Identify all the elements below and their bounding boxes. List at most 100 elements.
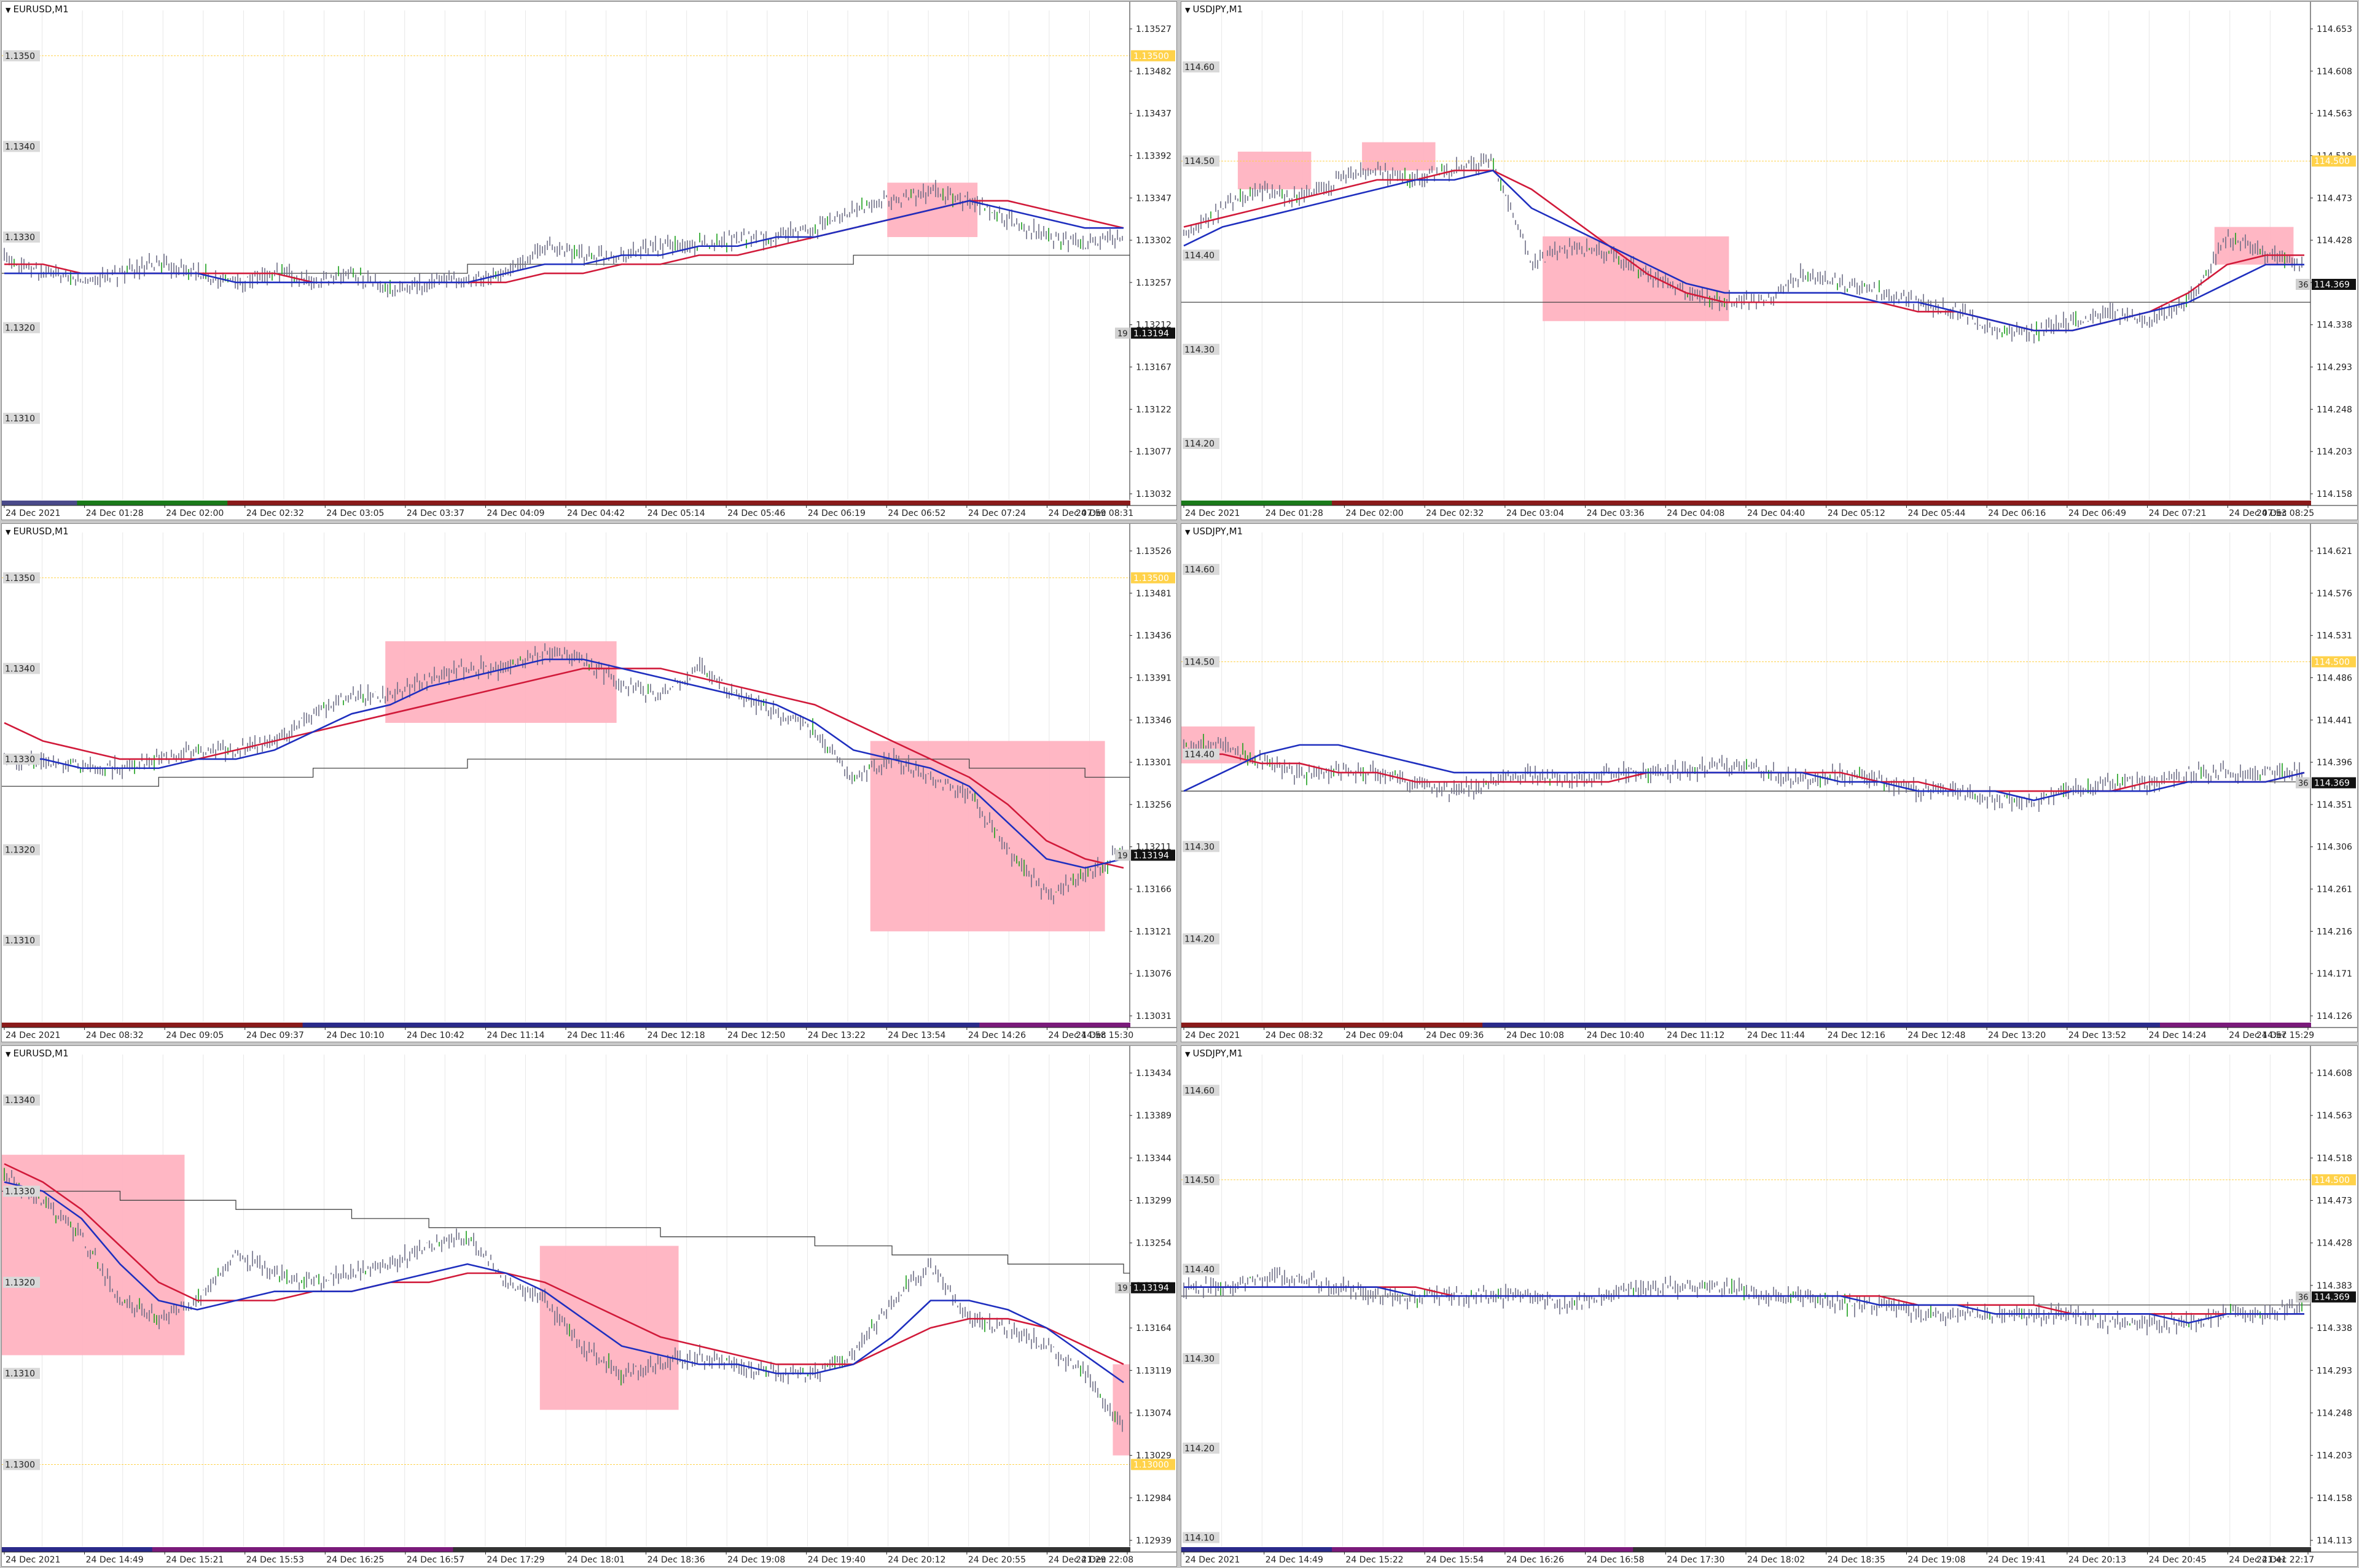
chart-canvas[interactable]: 114.608 114.563 114.518 114.473 114.428 114.3… (1181, 1046, 2357, 1566)
chart-canvas[interactable]: 1.13527 1.13482 1.13437 1.13392 1.13347 1.133… (2, 2, 1176, 520)
highlight-zone[interactable] (1113, 1364, 1130, 1456)
moving-average-slow[interactable] (4, 1163, 1124, 1365)
chart-canvas[interactable]: 1.13526 1.13481 1.13436 1.13391 1.13346 1.133… (2, 524, 1176, 1042)
time-axis[interactable]: 24 Dec 2021 24 Dec 01:28 24 Dec 02:00 24 De… (4, 505, 1133, 518)
session-segment (2, 501, 78, 505)
chart-panel-usdjpy-1[interactable]: 114.653114.608114.563114.518114.473114.4… (1181, 1, 2358, 520)
collapse-arrow-icon[interactable]: ▼ (6, 528, 11, 536)
session-segment (152, 501, 229, 505)
highlight-zone[interactable] (539, 1246, 679, 1410)
session-segment (1407, 501, 1484, 505)
price-tick-label: 1.13434 (1136, 1069, 1172, 1078)
chart-canvas[interactable]: 1.13434 1.13389 1.13344 1.13299 1.13254 1.132… (2, 1046, 1176, 1566)
price-axis[interactable]: 114.608 114.563 114.518 114.473 114.428 114.3… (2310, 1069, 2352, 1546)
time-tick-label: 24 Dec 05:44 (1907, 509, 1965, 518)
bid-prefix: 19 (1117, 329, 1128, 338)
session-segment (77, 1547, 153, 1552)
session-segment (1708, 1547, 1785, 1552)
collapse-arrow-icon[interactable]: ▼ (1185, 528, 1191, 536)
session-segment (453, 1547, 529, 1552)
bid-prefix: 36 (2298, 779, 2309, 789)
time-tick-label: 24 Dec 14:26 (968, 1031, 1026, 1040)
level-label-bg (1183, 933, 1219, 945)
time-tick-label: 24 Dec 10:10 (326, 1031, 384, 1040)
price-tick-label: 1.13391 (1136, 673, 1172, 683)
collapse-arrow-icon[interactable]: ▼ (1185, 1050, 1191, 1058)
chart-panel-eurusd-3[interactable]: 1.13434 1.13389 1.13344 1.13299 1.13254 1.132… (1, 1045, 1177, 1567)
chart-canvas[interactable]: 114.621 114.576 114.531 114.486 114.441 114.3… (1181, 524, 2357, 1042)
highlight-zone[interactable] (1543, 236, 1729, 321)
time-tick-label: 24 Dec 07:53 (2229, 509, 2287, 518)
session-bar (2, 1547, 1130, 1552)
session-segment (1633, 1023, 1709, 1028)
level-label: 1.1340 (5, 142, 35, 152)
chart-title: ▼ EURUSD,M1 (6, 1048, 69, 1059)
moving-average-slow[interactable] (1183, 170, 2304, 332)
price-axis[interactable]: 1.13527 1.13482 1.13437 1.13392 1.13347 1.133… (1130, 25, 1172, 499)
price-axis[interactable]: 1.134341.133891.133441.132991.132541.132… (1130, 1069, 1172, 1546)
price-axis[interactable]: 1.13526 1.13481 1.13436 1.13391 1.13346 1.133… (1130, 547, 1172, 1021)
highlight-zone[interactable] (1237, 151, 1312, 190)
price-tick-label: 1.13074 (1136, 1408, 1172, 1418)
chart-panel-eurusd-2[interactable]: 1.13526 1.13481 1.13436 1.13391 1.13346 1.133… (1, 523, 1177, 1042)
price-tick-label: 1.13389 (1136, 1111, 1172, 1121)
time-tick-label: 24 Dec 19:41 (1988, 1555, 2046, 1565)
time-axis[interactable]: 24 Dec 2021 24 Dec 01:28 24 Dec 02:00 24 De… (1183, 505, 2314, 518)
time-tick-label: 24 Dec 06:16 (1988, 509, 2046, 518)
price-tick-label: 114.653 (2317, 25, 2352, 34)
price-tick-label: 114.486 (2317, 673, 2352, 683)
highlight-zone[interactable] (2214, 227, 2294, 265)
session-segment (678, 1547, 754, 1552)
time-tick-label: 24 Dec 03:04 (1506, 509, 1564, 518)
time-tick-label: 24 Dec 18:01 (567, 1555, 625, 1565)
time-axis[interactable]: 24 Dec 2021 24 Dec 14:49 24 Dec 15:21 24 De… (4, 1552, 1133, 1565)
chart-canvas[interactable]: 114.653114.608114.563114.518114.473114.4… (1181, 2, 2357, 520)
moving-average-fast[interactable] (1183, 170, 2304, 332)
time-axis[interactable]: 24 Dec 2021 24 Dec 08:32 24 Dec 09:05 24 De… (4, 1028, 1133, 1040)
time-axis[interactable]: 24 Dec 2021 24 Dec 08:32 24 Dec 09:04 24 De… (1183, 1028, 2314, 1040)
session-segment (1054, 1023, 1130, 1028)
price-tick-label: 114.248 (2317, 405, 2352, 415)
moving-average-slow[interactable] (4, 668, 1124, 869)
time-axis[interactable]: 24 Dec 2021 24 Dec 14:49 24 Dec 15:22 24 De… (1183, 1552, 2314, 1565)
session-segment (227, 1023, 303, 1028)
price-tick-label: 114.293 (2317, 363, 2352, 373)
chart-panel-eurusd-1[interactable]: 1.13527 1.13482 1.13437 1.13392 1.13347 1.133… (1, 1, 1177, 520)
session-segment (77, 501, 153, 505)
time-tick-label: 24 Dec 10:42 (407, 1031, 464, 1040)
level-label-bg (1183, 1263, 1219, 1275)
time-tick-label: 24 Dec 13:20 (1988, 1031, 2046, 1040)
collapse-arrow-icon[interactable]: ▼ (6, 1050, 11, 1058)
collapse-arrow-icon[interactable]: ▼ (6, 6, 11, 14)
highlight-zone[interactable] (2, 1155, 185, 1355)
highlight-zone[interactable] (1362, 142, 1436, 171)
moving-average-fast[interactable] (1184, 1286, 2304, 1324)
level-label: 114.30 (1184, 345, 1215, 355)
time-tick-label: 24 Dec 20:13 (2068, 1555, 2126, 1565)
moving-average-fast[interactable] (1183, 744, 2305, 802)
time-tick-label: 24 Dec 07:21 (2149, 509, 2207, 518)
chart-panel-usdjpy-3[interactable]: 114.608 114.563 114.518 114.473 114.428 114.3… (1181, 1045, 2358, 1567)
time-tick-label: 24 Dec 14:49 (86, 1555, 144, 1565)
bid-tag: 1.13194 (1133, 329, 1169, 338)
moving-average-fast[interactable] (4, 200, 1124, 284)
bid-tag: 114.369 (2314, 1293, 2350, 1303)
session-segment (2009, 1547, 2086, 1552)
collapse-arrow-icon[interactable]: ▼ (1185, 6, 1191, 14)
session-segment (1708, 1023, 1785, 1028)
price-axis[interactable]: 114.621 114.576 114.531 114.486 114.441 114.3… (2310, 547, 2352, 1021)
level-label-bg (3, 844, 40, 856)
session-segment (2159, 501, 2236, 505)
chart-panel-usdjpy-2[interactable]: 114.621 114.576 114.531 114.486 114.441 114.3… (1181, 523, 2358, 1042)
time-tick-label: 24 Dec 2021 (6, 509, 60, 518)
session-bar (1181, 1547, 2311, 1552)
highlight-zone[interactable] (870, 741, 1105, 932)
time-tick-label: 24 Dec 08:31 (1076, 509, 1133, 518)
price-tick-label: 114.158 (2317, 490, 2352, 499)
time-tick-label: 24 Dec 14:57 (2229, 1031, 2287, 1040)
moving-average-fast[interactable] (4, 1181, 1124, 1384)
highlight-zone[interactable] (385, 641, 617, 723)
moving-average-fast[interactable] (4, 658, 1124, 869)
level-tag-bg (1131, 572, 1175, 583)
price-axis[interactable]: 114.653114.608114.563114.518114.473114.4… (2310, 25, 2352, 499)
